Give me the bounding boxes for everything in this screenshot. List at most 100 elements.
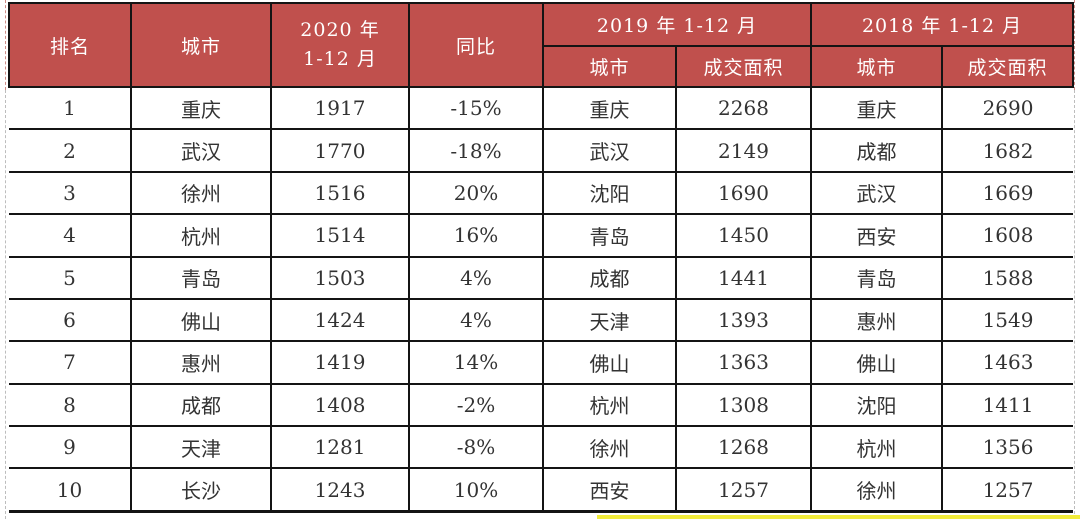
cell-2018-city: 惠州 bbox=[810, 297, 944, 343]
table-body: 1 重庆 1917 -15% 重庆 2268 重庆 2690 2 武汉 1770… bbox=[9, 85, 1074, 513]
page-guide-line-left-bottom bbox=[5, 90, 6, 519]
table-row: 5 青岛 1503 4% 成都 1441 青岛 1588 bbox=[9, 255, 1074, 300]
cell-2019-city: 重庆 bbox=[542, 85, 677, 131]
table-row: 2 武汉 1770 -18% 武汉 2149 成都 1682 bbox=[9, 128, 1074, 173]
cell-rank: 2 bbox=[9, 128, 132, 173]
cell-yoy: 4% bbox=[408, 297, 544, 343]
cell-city: 天津 bbox=[130, 424, 272, 470]
table-row: 10 长沙 1243 10% 西安 1257 徐州 1257 bbox=[9, 467, 1074, 513]
cell-2018-city: 西安 bbox=[810, 213, 944, 258]
table-row: 4 杭州 1514 16% 青岛 1450 西安 1608 bbox=[9, 213, 1074, 258]
cell-2020-area: 1917 bbox=[270, 85, 410, 131]
cell-2019-area: 1450 bbox=[674, 213, 813, 258]
cell-2018-area: 1608 bbox=[941, 213, 1074, 258]
cell-rank: 7 bbox=[9, 340, 132, 385]
header-2020-line1: 2020 年 bbox=[300, 18, 380, 41]
cell-2019-area: 1441 bbox=[674, 255, 813, 300]
cell-2019-area: 1690 bbox=[674, 170, 813, 216]
cell-2018-city: 杭州 bbox=[810, 424, 944, 470]
header-cell-2019-city: 城市 bbox=[542, 45, 677, 88]
page-guide-line-left-top bbox=[5, 0, 6, 90]
cell-2018-area: 1257 bbox=[941, 467, 1074, 513]
cell-2018-area: 1356 bbox=[941, 424, 1074, 470]
cell-2018-area: 1549 bbox=[941, 297, 1074, 343]
header-cell-2020-period: 2020 年 1-12 月 bbox=[270, 2, 410, 88]
cell-2018-area: 2690 bbox=[941, 85, 1074, 131]
cell-rank: 6 bbox=[9, 297, 132, 343]
table-row: 1 重庆 1917 -15% 重庆 2268 重庆 2690 bbox=[9, 85, 1074, 131]
header-cell-2018-city: 城市 bbox=[810, 45, 944, 88]
cell-2020-area: 1419 bbox=[270, 340, 410, 385]
cell-2018-area: 1588 bbox=[941, 255, 1074, 300]
cell-2018-area: 1463 bbox=[941, 340, 1074, 385]
table-row: 3 徐州 1516 20% 沈阳 1690 武汉 1669 bbox=[9, 170, 1074, 216]
cell-2018-city: 青岛 bbox=[810, 255, 944, 300]
cell-2018-area: 1411 bbox=[941, 382, 1074, 428]
cell-2018-city: 佛山 bbox=[810, 340, 944, 385]
cell-2019-city: 沈阳 bbox=[542, 170, 677, 216]
cell-city: 武汉 bbox=[130, 128, 272, 173]
cell-2019-city: 天津 bbox=[542, 297, 677, 343]
cell-2019-area: 2268 bbox=[674, 85, 813, 131]
cell-2018-city: 徐州 bbox=[810, 467, 944, 513]
table-row: 9 天津 1281 -8% 徐州 1268 杭州 1356 bbox=[9, 424, 1074, 470]
cell-city: 青岛 bbox=[130, 255, 272, 300]
cell-2019-area: 1268 bbox=[674, 424, 813, 470]
cell-yoy: -18% bbox=[408, 128, 544, 173]
cell-2018-city: 武汉 bbox=[810, 170, 944, 216]
yellow-highlight-strip bbox=[597, 515, 1080, 519]
cell-yoy: 4% bbox=[408, 255, 544, 300]
cell-2019-area: 1257 bbox=[674, 467, 813, 513]
cell-rank: 3 bbox=[9, 170, 132, 216]
cell-yoy: -15% bbox=[408, 85, 544, 131]
cell-city: 徐州 bbox=[130, 170, 272, 216]
cell-rank: 4 bbox=[9, 213, 132, 258]
cell-city: 杭州 bbox=[130, 213, 272, 258]
cell-2020-area: 1516 bbox=[270, 170, 410, 216]
header-cell-2019-area: 成交面积 bbox=[674, 45, 813, 88]
table-row: 6 佛山 1424 4% 天津 1393 惠州 1549 bbox=[9, 297, 1074, 343]
cell-2020-area: 1770 bbox=[270, 128, 410, 173]
table-row: 7 惠州 1419 14% 佛山 1363 佛山 1463 bbox=[9, 340, 1074, 385]
cell-2019-city: 佛山 bbox=[542, 340, 677, 385]
header-cell-rank: 排名 bbox=[8, 2, 132, 88]
cell-2019-city: 青岛 bbox=[542, 213, 677, 258]
header-cell-yoy: 同比 bbox=[408, 2, 544, 88]
cell-2019-area: 1363 bbox=[674, 340, 813, 385]
header-group-2019: 2019 年 1-12 月 bbox=[541, 2, 813, 47]
cell-city: 长沙 bbox=[130, 467, 272, 513]
cell-2018-city: 沈阳 bbox=[810, 382, 944, 428]
cell-2020-area: 1514 bbox=[270, 213, 410, 258]
cell-rank: 5 bbox=[9, 255, 132, 300]
header-cell-city: 城市 bbox=[130, 2, 272, 88]
cell-2020-area: 1503 bbox=[270, 255, 410, 300]
table-header: 排名 城市 2020 年 1-12 月 同比 2019 年 1-12 月 201… bbox=[8, 2, 1075, 88]
cell-city: 成都 bbox=[130, 382, 272, 428]
cell-2020-area: 1281 bbox=[270, 424, 410, 470]
cell-2019-city: 徐州 bbox=[542, 424, 677, 470]
cell-city: 佛山 bbox=[130, 297, 272, 343]
cell-2019-area: 1308 bbox=[674, 382, 813, 428]
cell-rank: 9 bbox=[9, 424, 132, 470]
cell-yoy: 14% bbox=[408, 340, 544, 385]
cell-2020-area: 1408 bbox=[270, 382, 410, 428]
cell-2020-area: 1243 bbox=[270, 467, 410, 513]
cell-2019-area: 2149 bbox=[674, 128, 813, 173]
cell-yoy: 20% bbox=[408, 170, 544, 216]
cell-yoy: 16% bbox=[408, 213, 544, 258]
cell-city: 重庆 bbox=[130, 85, 272, 131]
cell-rank: 10 bbox=[9, 467, 132, 513]
city-ranking-table: 排名 城市 2020 年 1-12 月 同比 2019 年 1-12 月 201… bbox=[8, 2, 1075, 513]
table-row: 8 成都 1408 -2% 杭州 1308 沈阳 1411 bbox=[9, 382, 1074, 428]
cell-2019-city: 西安 bbox=[542, 467, 677, 513]
header-group-2018: 2018 年 1-12 月 bbox=[810, 2, 1075, 47]
cell-2019-city: 杭州 bbox=[542, 382, 677, 428]
cell-2019-city: 武汉 bbox=[542, 128, 677, 173]
page-guide-line-right-top bbox=[1074, 0, 1075, 90]
cell-rank: 8 bbox=[9, 382, 132, 428]
page-guide-line-right-bottom bbox=[1074, 90, 1075, 519]
cell-2020-area: 1424 bbox=[270, 297, 410, 343]
cell-2019-city: 成都 bbox=[542, 255, 677, 300]
header-cell-2018-area: 成交面积 bbox=[941, 45, 1075, 88]
